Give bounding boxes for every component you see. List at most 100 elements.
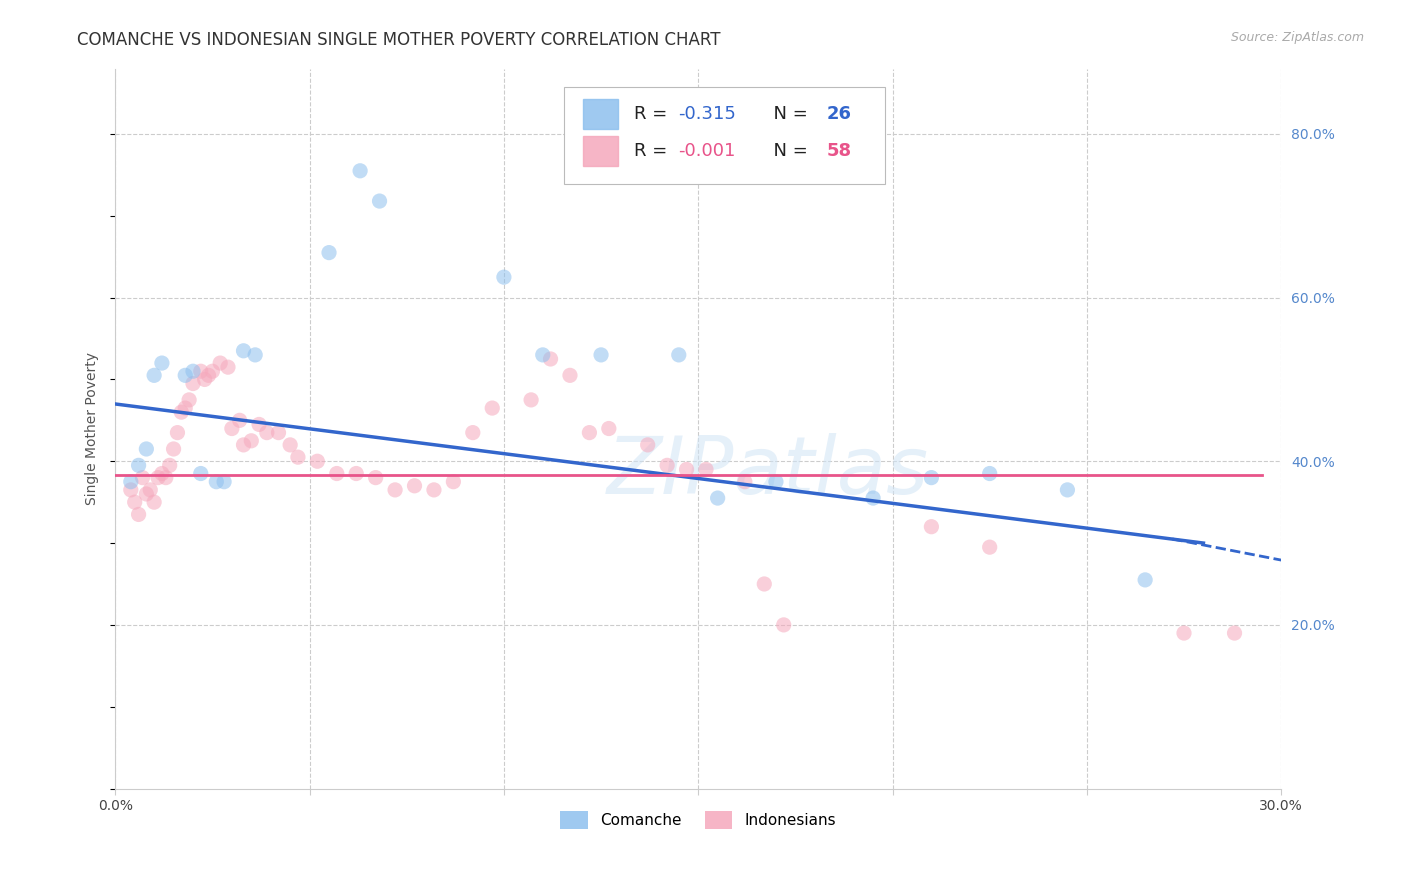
Point — [166, 425, 188, 440]
Point — [190, 364, 212, 378]
Point — [481, 401, 503, 415]
Point — [174, 401, 197, 415]
Text: R =: R = — [634, 143, 673, 161]
Point — [131, 470, 153, 484]
Point — [221, 421, 243, 435]
Point — [128, 458, 150, 473]
Point — [349, 163, 371, 178]
FancyBboxPatch shape — [564, 87, 884, 184]
Point — [135, 487, 157, 501]
Point — [247, 417, 270, 432]
Point — [307, 454, 329, 468]
Point — [364, 470, 387, 484]
Point — [181, 364, 204, 378]
Point — [862, 491, 884, 505]
Point — [243, 348, 266, 362]
Point — [772, 618, 794, 632]
Point — [120, 483, 142, 497]
Legend: Comanche, Indonesians: Comanche, Indonesians — [554, 805, 842, 835]
Point — [179, 392, 201, 407]
Point — [520, 392, 543, 407]
Point — [461, 425, 484, 440]
Point — [754, 577, 776, 591]
Point — [404, 479, 426, 493]
Text: 26: 26 — [827, 105, 852, 123]
Point — [217, 360, 239, 375]
Point — [1173, 626, 1195, 640]
Point — [139, 483, 162, 497]
Point — [675, 462, 697, 476]
Point — [589, 348, 612, 362]
Point — [734, 475, 756, 489]
Text: ZIPatlas: ZIPatlas — [607, 433, 929, 511]
Point — [765, 475, 787, 489]
Point — [706, 491, 728, 505]
Text: R =: R = — [634, 105, 673, 123]
Point — [201, 364, 224, 378]
Point — [232, 438, 254, 452]
Point — [979, 540, 1001, 554]
Text: Source: ZipAtlas.com: Source: ZipAtlas.com — [1230, 31, 1364, 45]
Bar — [583, 136, 617, 167]
Point — [240, 434, 263, 448]
Point — [150, 356, 173, 370]
Point — [920, 519, 942, 533]
Point — [267, 425, 290, 440]
Point — [128, 508, 150, 522]
Point — [120, 475, 142, 489]
Point — [920, 470, 942, 484]
Point — [150, 467, 173, 481]
Point — [637, 438, 659, 452]
Point — [212, 475, 235, 489]
Bar — [583, 99, 617, 129]
Point — [531, 348, 554, 362]
Text: 58: 58 — [827, 143, 852, 161]
Text: N =: N = — [762, 105, 814, 123]
Point — [278, 438, 301, 452]
Y-axis label: Single Mother Poverty: Single Mother Poverty — [86, 352, 100, 505]
Point — [197, 368, 219, 383]
Point — [190, 467, 212, 481]
Point — [318, 245, 340, 260]
Point — [205, 475, 228, 489]
Point — [209, 356, 232, 370]
Text: -0.001: -0.001 — [679, 143, 735, 161]
Point — [384, 483, 406, 497]
Point — [146, 470, 169, 484]
Point — [655, 458, 678, 473]
Point — [287, 450, 309, 465]
Point — [135, 442, 157, 456]
Point — [159, 458, 181, 473]
Point — [155, 470, 177, 484]
Point — [162, 442, 184, 456]
Point — [232, 343, 254, 358]
Point — [143, 495, 166, 509]
Point — [344, 467, 367, 481]
Point — [1056, 483, 1078, 497]
Point — [695, 462, 717, 476]
Point — [668, 348, 690, 362]
Point — [441, 475, 464, 489]
Point — [1133, 573, 1156, 587]
Point — [979, 467, 1001, 481]
Point — [174, 368, 197, 383]
Point — [1223, 626, 1246, 640]
Point — [170, 405, 193, 419]
Point — [326, 467, 349, 481]
Point — [124, 495, 146, 509]
Point — [423, 483, 446, 497]
Point — [598, 421, 620, 435]
Point — [558, 368, 581, 383]
Point — [228, 413, 250, 427]
Point — [578, 425, 600, 440]
Text: N =: N = — [762, 143, 814, 161]
Point — [540, 351, 562, 366]
Point — [492, 270, 515, 285]
Point — [368, 194, 391, 208]
Point — [181, 376, 204, 391]
Text: COMANCHE VS INDONESIAN SINGLE MOTHER POVERTY CORRELATION CHART: COMANCHE VS INDONESIAN SINGLE MOTHER POV… — [77, 31, 721, 49]
Text: -0.315: -0.315 — [679, 105, 737, 123]
Point — [194, 372, 217, 386]
Point — [143, 368, 166, 383]
Point — [256, 425, 278, 440]
